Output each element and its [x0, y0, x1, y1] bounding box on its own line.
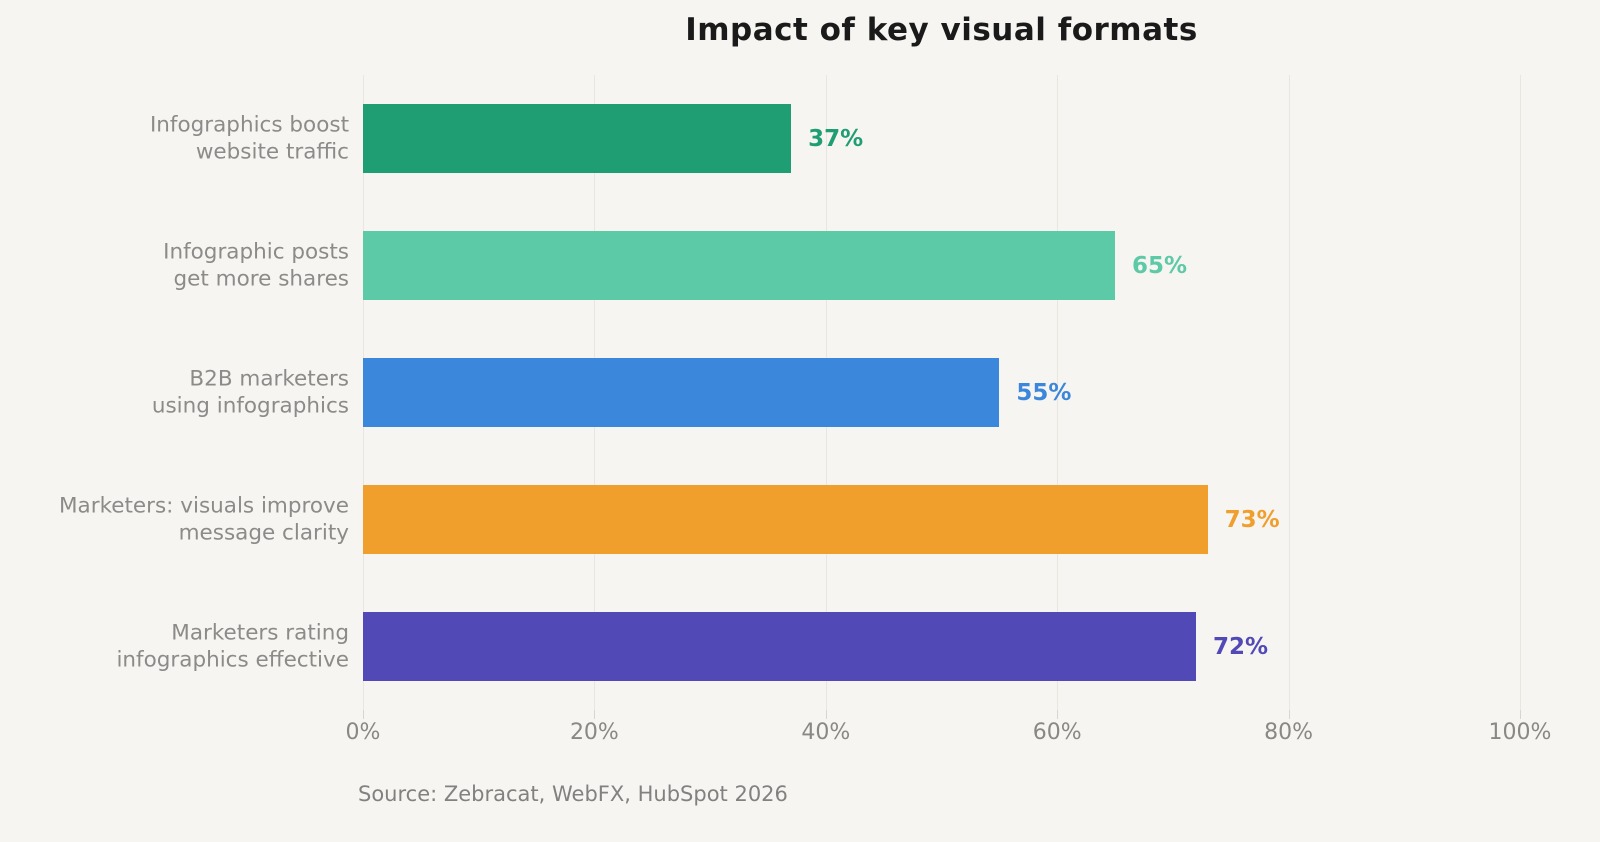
bar-3 — [363, 358, 1000, 427]
x-tick-mark — [363, 710, 364, 719]
category-label: Marketers rating infographics effective — [116, 619, 349, 673]
x-tick-label: 20% — [569, 720, 619, 745]
category-label: B2B marketers using infographics — [151, 365, 349, 419]
gridline-x-80% — [1288, 75, 1290, 710]
x-tick-label: 60% — [1032, 720, 1082, 745]
category-label: Infographics boost website traffic — [149, 111, 349, 165]
bar-5 — [363, 612, 1197, 681]
x-tick-mark — [1520, 710, 1521, 719]
category-label: Marketers: visuals improve message clari… — [59, 492, 349, 546]
bar-1 — [363, 104, 792, 173]
x-tick-label: 80% — [1264, 720, 1314, 745]
bar-row: 37% — [363, 75, 1520, 202]
bar-4 — [363, 485, 1208, 554]
bar-row: 72% — [363, 583, 1520, 710]
chart-title: Impact of key visual formats — [685, 12, 1198, 48]
x-tick-mark — [1057, 710, 1059, 719]
x-tick-label: 100% — [1488, 720, 1552, 745]
x-tick-label: 40% — [801, 720, 851, 745]
bar-row: 65% — [363, 202, 1520, 329]
value-label: 37% — [808, 125, 864, 152]
x-tick-mark — [594, 710, 596, 719]
x-tick-label: 0% — [345, 720, 381, 745]
plot-area: 37% 65% 55% 73% 72% — [363, 75, 1521, 710]
value-label: 72% — [1213, 633, 1269, 660]
gridline-x-100% — [1520, 75, 1521, 710]
value-label: 55% — [1016, 379, 1072, 406]
x-tick-mark — [1288, 710, 1290, 719]
x-tick-mark — [825, 710, 827, 719]
source-note: Source: Zebracat, WebFX, HubSpot 2026 — [358, 782, 788, 806]
value-label: 65% — [1132, 252, 1188, 279]
bar-row: 55% — [363, 329, 1520, 456]
gridline-x-60% — [1057, 75, 1059, 710]
bar-row: 73% — [363, 456, 1520, 583]
category-label: Infographic posts get more shares — [163, 238, 349, 292]
bar-2 — [363, 231, 1116, 300]
value-label: 73% — [1224, 506, 1280, 533]
